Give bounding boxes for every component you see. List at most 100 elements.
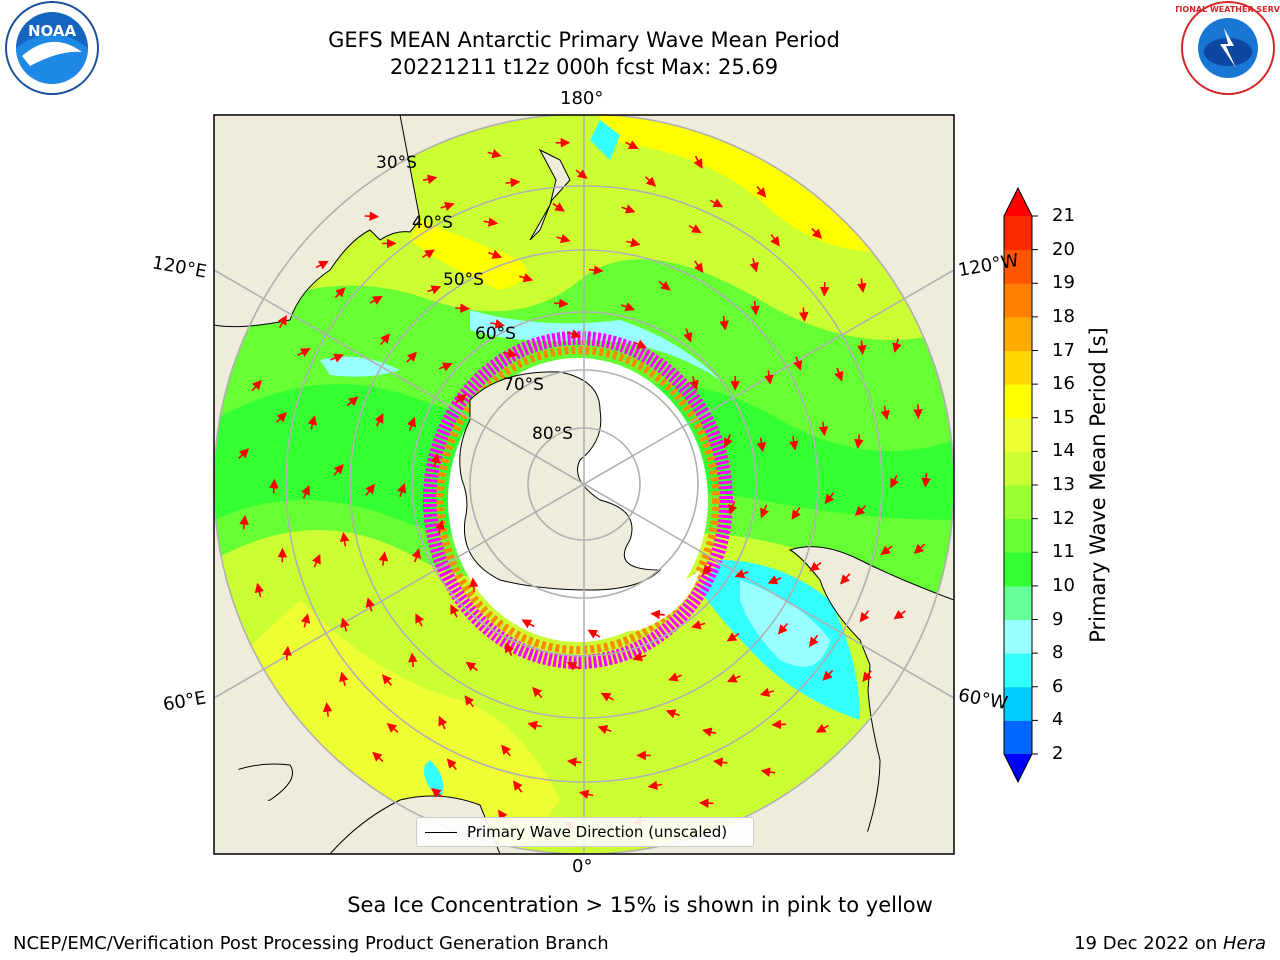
wave-arrow bbox=[723, 434, 733, 448]
wave-arrow bbox=[333, 463, 344, 476]
wave-arrow bbox=[840, 573, 851, 585]
colorbar-segment bbox=[1004, 720, 1032, 755]
colorbar-segment bbox=[1004, 350, 1032, 385]
colorbar-tick-label: 14 bbox=[1052, 440, 1075, 462]
wave-arrow bbox=[822, 669, 834, 681]
wave-arrow bbox=[726, 673, 741, 683]
wave-arrow bbox=[380, 333, 390, 346]
wave-arrow bbox=[788, 436, 799, 451]
chart-subtitle: 20221211 t12z 000h fcst Max: 25.69 bbox=[389, 55, 779, 79]
wave-arrow bbox=[913, 404, 923, 419]
graticule bbox=[214, 115, 954, 854]
wave-arrow bbox=[759, 687, 775, 697]
wave-arrow bbox=[857, 278, 867, 293]
lat-label-70s: 70°S bbox=[503, 375, 544, 395]
lon-label-0: 0° bbox=[572, 856, 593, 877]
wave-arrow bbox=[857, 340, 867, 355]
wave-arrow bbox=[818, 421, 829, 437]
wave-arrow bbox=[488, 249, 503, 259]
wave-arrow bbox=[597, 725, 612, 735]
wave-arrow bbox=[760, 504, 770, 519]
new-zealand-coast bbox=[529, 148, 571, 241]
wave-arrow bbox=[307, 415, 318, 430]
lat-label-50s: 50°S bbox=[443, 270, 484, 290]
wave-arrow bbox=[793, 356, 803, 371]
legend-line-sample bbox=[425, 832, 457, 833]
wave-arrow bbox=[893, 609, 906, 620]
wave-arrow bbox=[503, 348, 518, 359]
wave-arrow bbox=[734, 569, 749, 579]
wave-arrow bbox=[556, 233, 571, 244]
wave-arrow bbox=[427, 285, 442, 295]
colorbar-segment bbox=[1004, 451, 1032, 486]
wave-arrow bbox=[521, 619, 535, 629]
wave-arrow bbox=[621, 302, 636, 312]
wave-arrow bbox=[501, 744, 511, 757]
wave-arrow bbox=[756, 437, 767, 453]
wave-arrow bbox=[269, 478, 279, 494]
colorbar-segment bbox=[1004, 518, 1032, 553]
wave-arrow bbox=[600, 692, 614, 702]
wave-arrow bbox=[406, 351, 418, 363]
colorbar-segment bbox=[1004, 585, 1032, 620]
colorbar-tick-label: 21 bbox=[1052, 205, 1075, 226]
wave-arrow bbox=[854, 505, 867, 516]
colorbar-segment bbox=[1004, 653, 1032, 688]
wave-arrow bbox=[438, 715, 448, 730]
wave-arrow bbox=[854, 434, 864, 449]
colorbar-segment bbox=[1004, 417, 1032, 452]
wave-arrow bbox=[798, 307, 809, 322]
svg-text:NATIONAL WEATHER SERVICE: NATIONAL WEATHER SERVICE bbox=[1176, 5, 1280, 14]
wave-arrow bbox=[834, 367, 844, 382]
colorbar-segment bbox=[1004, 485, 1032, 520]
chart-title: GEFS MEAN Antarctic Primary Wave Mean Pe… bbox=[328, 28, 840, 52]
wave-arrow bbox=[346, 396, 359, 407]
wave-arrow bbox=[552, 202, 565, 212]
antarctica-landmass bbox=[459, 371, 662, 591]
wave-arrow bbox=[455, 303, 470, 314]
wave-arrow bbox=[921, 473, 931, 488]
wave-arrow bbox=[397, 482, 407, 498]
wave-arrow bbox=[771, 719, 787, 730]
wave-arrow bbox=[422, 174, 438, 184]
wave-arrow bbox=[587, 629, 601, 639]
wave-arrow bbox=[819, 281, 830, 297]
colorbar-tick-label: 13 bbox=[1052, 474, 1075, 495]
colorbar-tick-label: 18 bbox=[1052, 305, 1075, 327]
colorbar-extend-low bbox=[1004, 754, 1032, 782]
wave-arrow bbox=[632, 652, 647, 662]
wave-arrow bbox=[588, 265, 604, 275]
wave-arrow bbox=[913, 543, 926, 554]
wave-arrow bbox=[311, 553, 321, 568]
legend-label: Primary Wave Direction (unscaled) bbox=[467, 823, 728, 841]
wave-arrow bbox=[365, 597, 375, 612]
wave-arrow bbox=[238, 448, 250, 459]
colorbar-tick-label: 10 bbox=[1052, 574, 1075, 596]
wave-arrow bbox=[483, 217, 499, 227]
wave-arrow bbox=[435, 519, 445, 534]
colorbar-tick-label: 9 bbox=[1052, 608, 1064, 630]
svg-text:NOAA: NOAA bbox=[28, 22, 77, 40]
wave-arrow bbox=[719, 315, 729, 331]
wave-arrow bbox=[625, 140, 639, 149]
map-legend: Primary Wave Direction (unscaled) bbox=[416, 817, 754, 847]
colorbar-segment bbox=[1004, 384, 1032, 419]
colorbar-segment bbox=[1004, 216, 1032, 251]
corner-land-top-left bbox=[214, 115, 340, 230]
wave-period-field bbox=[214, 115, 954, 854]
wave-arrow bbox=[621, 204, 636, 214]
wave-arrow bbox=[633, 339, 647, 349]
wave-arrow bbox=[809, 561, 822, 572]
wave-arrow bbox=[658, 280, 671, 291]
wave-arrow bbox=[791, 507, 801, 520]
colorbar-tick-label: 17 bbox=[1052, 339, 1075, 361]
colorbar-segment bbox=[1004, 249, 1032, 284]
colorbar-tick-label: 6 bbox=[1052, 675, 1064, 697]
wave-arrow bbox=[647, 780, 663, 791]
wave-arrow bbox=[450, 604, 460, 618]
lat-label-60s: 60°S bbox=[475, 324, 516, 344]
wave-arrow bbox=[315, 260, 329, 270]
colorbar-tick-label: 19 bbox=[1052, 272, 1075, 294]
wave-arrow bbox=[254, 582, 265, 598]
wave-arrow bbox=[369, 296, 383, 305]
